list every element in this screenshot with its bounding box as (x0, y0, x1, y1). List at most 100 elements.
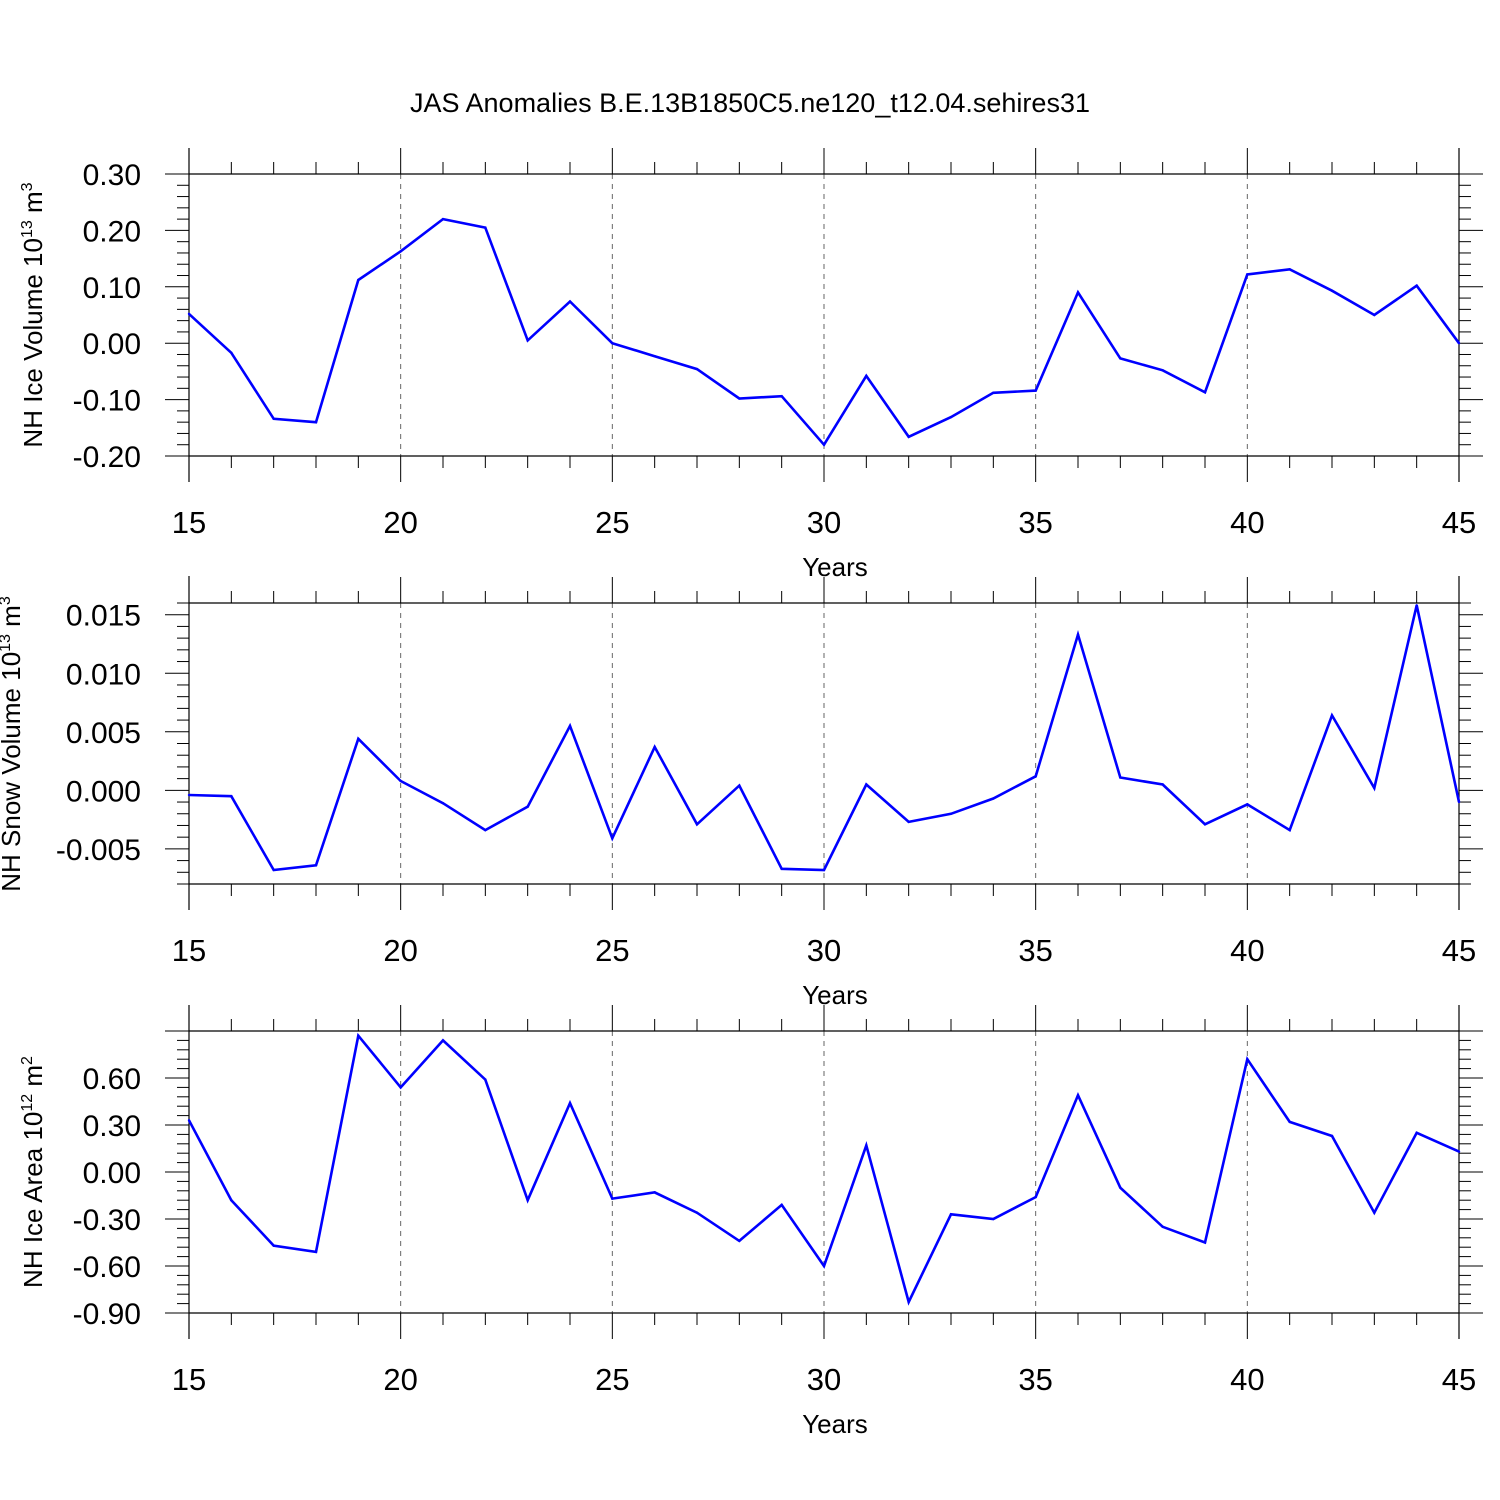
panel-0-point-15 (187, 312, 191, 316)
panel-1-point-29 (780, 867, 783, 870)
panel-1-ylabel-part-1: 13 (0, 634, 14, 652)
panel-2-point-19 (357, 1034, 360, 1037)
panel-0-point-30 (822, 443, 826, 446)
panel-0-point-44 (1415, 284, 1418, 287)
panel-2-ylabel: NH Ice Area 1012 m2 (18, 1056, 48, 1288)
panel-2-ytick-label-0: 0.60 (83, 1063, 141, 1096)
panel-2-ytick-label-2: 0.00 (83, 1157, 141, 1190)
panel-1-point-38 (1161, 783, 1164, 786)
panel-1-xtick-label-3: 30 (807, 933, 841, 968)
panel-2-ytick-label-1: 0.30 (83, 1110, 141, 1143)
panel-2-point-17 (272, 1244, 275, 1247)
panel-1-xtick-label-0: 15 (172, 933, 206, 968)
panel-2-ytick-label-3: -0.30 (73, 1204, 141, 1237)
panel-0-point-40 (1246, 273, 1249, 276)
panel-1-point-23 (526, 805, 529, 808)
panel-2-ylabel-part-0: NH Ice Area 10 (18, 1112, 48, 1288)
panel-1-point-16 (230, 794, 233, 798)
panel-1-point-28 (738, 784, 741, 787)
panel-0-point-20 (399, 250, 402, 253)
panel-2-point-34 (992, 1217, 995, 1221)
panel-ice-volume: 0.30 0.20 0.10 0.00 -0.10 -0.20 15 20 25 30 35 40 45… (18, 148, 1483, 582)
panel-0-ylabel-part-0: NH Ice Volume 10 (18, 238, 48, 448)
panel-2-xtick-label-1: 20 (383, 1362, 417, 1397)
panel-0-point-16 (230, 351, 233, 354)
panel-0-point-19 (357, 278, 360, 282)
panel-0-point-38 (1161, 369, 1164, 372)
panel-1-point-17 (272, 868, 275, 872)
panel-0-xtick-label-1: 20 (383, 505, 417, 540)
panel-1-point-24 (568, 724, 572, 728)
panel-0-point-18 (314, 420, 318, 424)
panel-2-point-26 (653, 1191, 656, 1194)
panel-0-ytick-label-5: -0.20 (73, 441, 141, 474)
panel-0-ylabel: NH Ice Volume 1013 m3 (18, 182, 48, 447)
panel-0-point-29 (780, 395, 783, 398)
panel-2-point-37 (1119, 1186, 1122, 1189)
panel-0-point-27 (695, 367, 699, 371)
panel-1-xtick-label-4: 35 (1018, 933, 1052, 968)
panel-1-point-35 (1034, 775, 1037, 778)
panel-2-point-16 (230, 1199, 233, 1202)
panel-1-point-36 (1076, 633, 1080, 636)
panel-0-point-26 (653, 354, 656, 358)
panel-0-point-37 (1119, 357, 1122, 360)
panel-2-xtick-label-0: 15 (172, 1362, 206, 1397)
panel-snow-volume: 0.015 0.010 0.005 0.000 -0.005 15 20 25 30 35 40 45… (0, 576, 1483, 1010)
panel-2-point-30 (822, 1264, 826, 1268)
panel-2-point-22 (484, 1078, 487, 1081)
panel-0-point-36 (1076, 291, 1080, 294)
panel-1-xlabel: Years (802, 980, 868, 1010)
panel-2-point-35 (1034, 1195, 1037, 1199)
panel-0-xtick-label-0: 15 (172, 505, 206, 540)
panel-1-point-37 (1119, 776, 1122, 779)
panel-0-ylabel-part-2: m (18, 191, 48, 220)
panel-0-point-39 (1203, 391, 1207, 394)
panel-1-ylabel-part-2: m (0, 605, 26, 634)
chart-title: JAS Anomalies B.E.13B1850C5.ne120_t12.04… (410, 88, 1090, 118)
panel-2-point-24 (568, 1101, 572, 1105)
panel-1-point-34 (992, 797, 995, 800)
panel-1-point-44 (1415, 604, 1418, 607)
panel-2-point-40 (1246, 1058, 1249, 1061)
panel-0-xlabel: Years (802, 552, 868, 582)
panel-0-point-45 (1457, 342, 1461, 345)
panel-1-ytick-label-0: 0.015 (66, 600, 141, 633)
panel-1-xtick-label-6: 45 (1442, 933, 1476, 968)
panel-2-ytick-label-4: -0.60 (73, 1251, 141, 1284)
panel-2-point-23 (526, 1199, 529, 1202)
panel-0-point-22 (484, 226, 487, 229)
panel-1-point-18 (314, 864, 318, 867)
panel-2-xtick-label-6: 45 (1442, 1362, 1476, 1397)
panel-0-point-17 (272, 417, 275, 420)
panel-2-xtick-label-2: 25 (595, 1362, 629, 1397)
panel-1-ytick-label-4: -0.005 (56, 834, 141, 867)
panel-2-point-45 (1457, 1150, 1461, 1153)
panel-1-point-27 (695, 823, 699, 826)
panel-1-xtick-label-1: 20 (383, 933, 417, 968)
panel-0-xtick-label-4: 35 (1018, 505, 1052, 540)
panel-1-point-19 (357, 737, 360, 741)
panel-2-xtick-label-4: 35 (1018, 1362, 1052, 1397)
panel-0-ylabel-part-3: 3 (19, 182, 36, 191)
panel-2-xtick-label-5: 40 (1230, 1362, 1264, 1397)
panel-1-ytick-label-1: 0.010 (66, 658, 141, 691)
panel-2-point-33 (949, 1213, 953, 1216)
panel-0-point-23 (526, 339, 529, 342)
panel-2-point-36 (1076, 1094, 1080, 1097)
panel-1-point-31 (865, 783, 868, 786)
panel-0-point-31 (865, 374, 868, 378)
panel-2-point-15 (187, 1119, 191, 1122)
panel-0-ytick-label-3: 0.00 (83, 328, 141, 361)
panel-1-point-40 (1246, 803, 1249, 806)
panel-0-point-41 (1288, 268, 1291, 271)
panel-0-point-32 (907, 435, 910, 439)
panel-1-point-39 (1203, 823, 1207, 826)
panel-1-ylabel-part-0: NH Snow Volume 10 (0, 652, 26, 892)
panel-2-point-43 (1373, 1211, 1376, 1214)
panel-0-point-25 (611, 342, 614, 345)
panel-0-xtick-label-2: 25 (595, 505, 629, 540)
panel-1-point-21 (441, 802, 445, 805)
panel-0-xtick-label-5: 40 (1230, 505, 1264, 540)
panel-2-point-21 (441, 1039, 445, 1042)
